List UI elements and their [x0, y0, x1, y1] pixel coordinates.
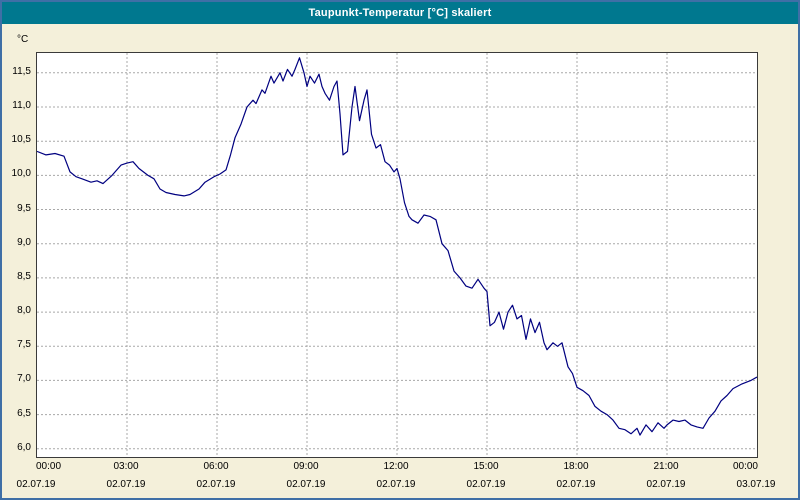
plot-area [36, 52, 758, 458]
y-tick-label: 11,5 [12, 65, 31, 77]
x-tick-label: 15:00 [473, 461, 499, 472]
y-tick-label: 9,0 [17, 236, 31, 248]
y-tick-label: 8,0 [17, 305, 31, 317]
x-axis-date-labels: 02.07.19 02.07.19 02.07.19 02.07.19 02.07.19… [17, 479, 776, 492]
x-tick-label: 21:00 [653, 461, 679, 472]
series-line [37, 57, 757, 436]
y-tick-label: 6,0 [17, 441, 31, 453]
x-tick-label: 00:00 [732, 461, 758, 472]
y-tick-label: 10,5 [11, 134, 31, 146]
y-tick-label: 8,5 [17, 270, 31, 282]
x-date-label: 02.07.19 [556, 479, 596, 490]
x-tick-label: 12:00 [383, 461, 409, 472]
y-axis-labels: 6,0 6,5 7,0 7,5 8,0 8,5 9,0 9,5 10,0 10,5 11,0 11,5 [2, 52, 34, 458]
x-date-label: 02.07.19 [286, 479, 326, 490]
x-tick-label: 09:00 [293, 461, 319, 472]
y-tick-label: 7,0 [17, 373, 31, 385]
y-tick-label: 9,5 [17, 202, 31, 214]
x-tick-label: 06:00 [203, 461, 229, 472]
chart-region: °C 6,0 6,5 7,0 7,5 8,0 8,5 9,0 9,5 10,0 10,5 11,0 1… [2, 24, 798, 498]
x-tick-label: 03:00 [113, 461, 139, 472]
x-date-label: 02.07.19 [646, 479, 686, 490]
y-tick-label: 6,5 [17, 407, 31, 419]
x-date-label: 02.07.19 [376, 479, 416, 490]
y-tick-label: 7,5 [17, 339, 31, 351]
y-tick-label: 10,0 [11, 168, 31, 180]
y-axis-unit-label: °C [17, 34, 29, 45]
x-date-label: 03.07.19 [736, 479, 776, 490]
x-tick-label: 18:00 [563, 461, 589, 472]
x-date-label: 02.07.19 [466, 479, 506, 490]
x-date-label: 02.07.19 [106, 479, 146, 490]
line-chart-svg [37, 53, 757, 457]
y-tick-label: 11,0 [12, 100, 31, 111]
x-axis-time-labels: 00:00 03:00 06:00 09:00 12:00 15:00 18:00 21:00… [36, 461, 758, 474]
x-tick-label: 00:00 [36, 461, 62, 472]
window-title[interactable]: Taupunkt-Temperatur [°C] skaliert [2, 2, 798, 24]
x-date-label: 02.07.19 [16, 479, 56, 490]
x-date-label: 02.07.19 [196, 479, 236, 490]
